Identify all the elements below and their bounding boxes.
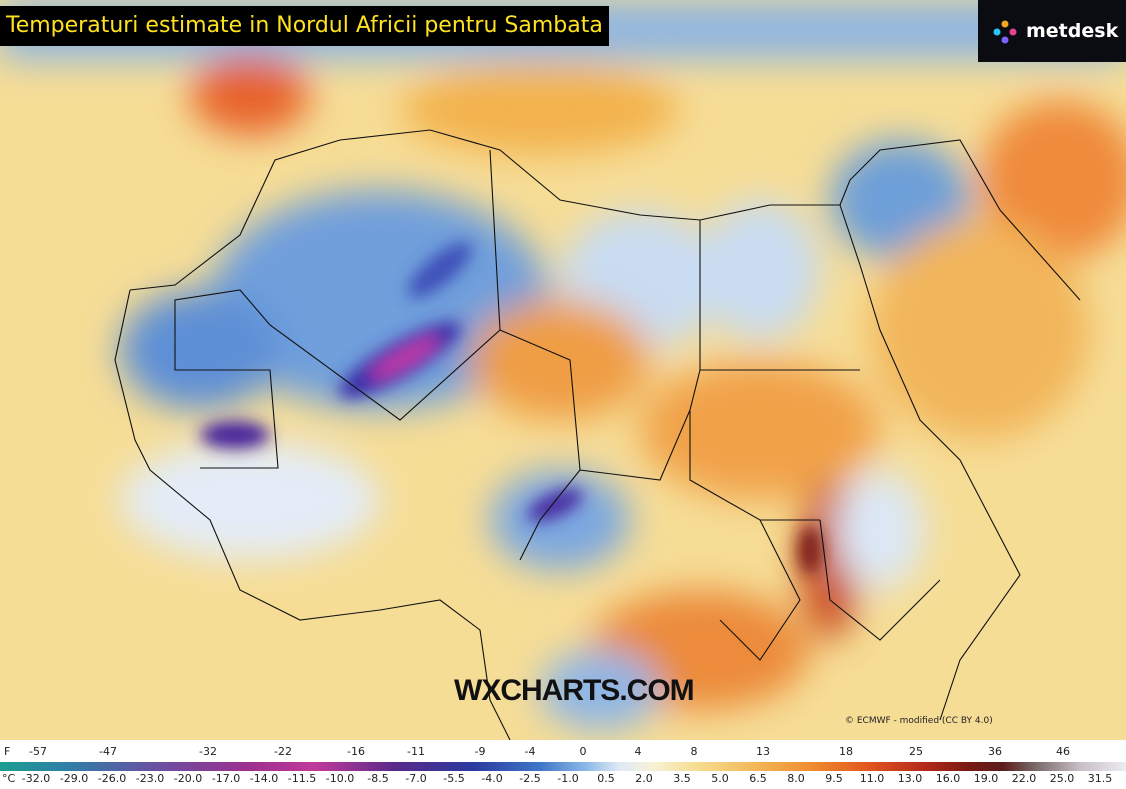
legend: F °C -57 -47 -32 -22 -16 -11 -9 -4 0 4 8 13 18 25 36 46… [0,740,1126,789]
c-label: -4.0 [481,772,503,785]
f-label: 0 [579,745,587,758]
temperature-field [0,0,1126,730]
c-label: 11.0 [859,772,885,785]
c-label: -1.0 [557,772,579,785]
f-label: -22 [274,745,292,758]
logo-icon [993,20,1017,44]
c-label: 13.0 [897,772,923,785]
c-label: 6.5 [749,772,767,785]
c-label: -20.0 [173,772,203,785]
c-label: -5.5 [443,772,465,785]
c-label: 9.5 [825,772,843,785]
f-label: -16 [347,745,365,758]
temperature-map [0,0,1126,740]
f-label: 13 [756,745,770,758]
c-label: -17.0 [211,772,241,785]
c-label: 25.0 [1049,772,1075,785]
f-label: -47 [99,745,117,758]
f-label: -9 [474,745,486,758]
f-unit: F [4,745,11,758]
f-label: -57 [29,745,47,758]
borders [114,129,1081,740]
f-label: 36 [988,745,1002,758]
c-label: -23.0 [135,772,165,785]
c-label: -26.0 [97,772,127,785]
f-label: 4 [634,745,642,758]
c-label: -2.5 [519,772,541,785]
f-label: -11 [407,745,425,758]
logo-text: metdesk [1026,20,1119,42]
c-label: -14.0 [249,772,279,785]
c-unit: °C [2,772,16,785]
f-label: 46 [1056,745,1070,758]
f-label: 8 [690,745,698,758]
c-label: -29.0 [59,772,89,785]
c-label: 0.5 [597,772,615,785]
c-label: -10.0 [325,772,355,785]
f-label: 18 [839,745,853,758]
c-label: -8.5 [367,772,389,785]
c-label: -7.0 [405,772,427,785]
c-label: 16.0 [935,772,961,785]
c-label: 2.0 [635,772,653,785]
cold-cores [200,242,822,575]
c-label: -32.0 [21,772,51,785]
c-label: 31.5 [1087,772,1113,785]
logo: metdesk [978,0,1126,62]
attribution: © ECMWF - modified (CC BY 4.0) [845,716,993,726]
f-label: -32 [199,745,217,758]
color-bar [0,762,1126,771]
c-label: 19.0 [973,772,999,785]
c-label: 8.0 [787,772,805,785]
f-label: 25 [909,745,923,758]
c-label: 5.0 [711,772,729,785]
c-label: 22.0 [1011,772,1037,785]
map-title: Temperaturi estimate in Nordul Africii p… [0,6,609,46]
f-label: -4 [524,745,536,758]
c-label: -11.5 [287,772,317,785]
watermark: WXCHARTS.COM [454,674,695,707]
c-label: 3.5 [673,772,691,785]
